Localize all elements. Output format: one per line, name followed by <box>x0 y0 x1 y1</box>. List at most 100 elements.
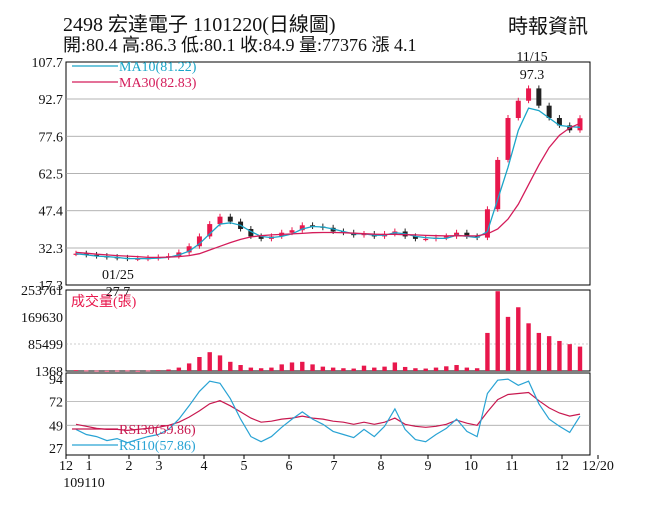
volume-bar <box>330 367 336 371</box>
x-tick-label: 12/20 <box>582 459 614 474</box>
candle-body <box>536 88 542 106</box>
volume-bar <box>372 367 377 371</box>
candle-body <box>186 246 192 253</box>
candle-body <box>577 118 583 131</box>
rsi-tick-label: 49 <box>49 419 63 434</box>
candle-body <box>495 159 501 210</box>
volume-bar <box>258 368 264 371</box>
rsi-tick-label: 27 <box>49 442 63 457</box>
volume-bar <box>526 323 531 371</box>
x-tick-label: 1 <box>86 459 93 474</box>
high-date-label: 11/15 <box>516 50 547 65</box>
high-value-label: 97.3 <box>520 68 545 83</box>
quote-summary: 開:80.4 高:86.3 低:80.1 收:84.9 量:77376 漲 4.… <box>63 35 417 55</box>
candle-body <box>484 209 490 238</box>
volume-bar <box>495 291 500 371</box>
candle-body <box>443 236 449 238</box>
volume-bar <box>310 364 315 371</box>
low-date-label: 01/25 <box>102 268 134 283</box>
rsi-tick-label: 94 <box>49 373 63 388</box>
volume-bar <box>320 366 326 371</box>
volume-bar <box>361 365 367 371</box>
price-panel: 107.7 92.7 77.6 62.5 47.4 32.3 17.3 MA10(81.22)… <box>32 50 590 300</box>
ma10-line <box>75 107 581 260</box>
ma30-line <box>75 122 581 259</box>
price-tick-label: 107.7 <box>32 56 64 71</box>
volume-bar <box>176 367 182 371</box>
volume-bar <box>516 307 521 371</box>
volume-bar <box>217 355 223 371</box>
ma30-legend-label: MA30(82.83) <box>119 76 197 91</box>
candle-body <box>248 229 254 237</box>
volume-bar <box>135 370 140 372</box>
volume-bar <box>423 368 428 371</box>
x-tick-label: 6 <box>286 459 293 474</box>
x-tick-label: 9 <box>425 459 432 474</box>
data-source: 時報資訊 <box>508 16 588 38</box>
volume-bar <box>125 370 130 372</box>
low-value-label: 27.7 <box>106 285 131 300</box>
volume-bar <box>94 370 99 372</box>
x-tick-label: 10 <box>464 459 478 474</box>
price-tick-label: 77.6 <box>39 130 64 145</box>
volume-bar <box>269 367 274 371</box>
volume-tick-label: 169630 <box>21 311 63 326</box>
candle-body <box>289 230 295 233</box>
volume-bar <box>464 367 470 371</box>
rsi10-legend-label: RSI10(57.86) <box>119 439 196 454</box>
candle-body <box>546 105 552 118</box>
volume-bar <box>444 366 449 371</box>
volume-bar <box>156 370 161 371</box>
volume-bar <box>238 365 243 371</box>
volume-bar <box>166 369 171 371</box>
x-tick-label: 5 <box>241 459 248 474</box>
x-tick-label: 3 <box>156 459 163 474</box>
candle-body <box>258 236 264 239</box>
ma10-legend-label: MA10(81.22) <box>119 60 197 75</box>
volume-tick-label: 85499 <box>28 338 63 353</box>
x-tick-label: 11 <box>505 459 518 474</box>
price-tick-label: 32.3 <box>39 242 64 257</box>
volume-bar <box>186 363 192 371</box>
volume-tick-label: 1368 <box>35 365 63 380</box>
candle-body <box>196 236 202 247</box>
volume-bar <box>104 370 110 372</box>
volume-bar <box>402 366 408 371</box>
volume-bar <box>567 344 572 371</box>
price-tick-label: 17.3 <box>39 279 64 294</box>
volume-bar <box>382 366 387 371</box>
price-tick-label: 62.5 <box>39 168 64 183</box>
volume-bar <box>248 367 254 371</box>
chart-title: 2498 宏達電子 1101220(日線圖) <box>63 14 336 36</box>
volume-bar <box>505 316 511 371</box>
candle-body <box>217 216 223 225</box>
volume-bar <box>300 361 305 371</box>
volume-bar <box>228 361 233 371</box>
x-tick-label: 2 <box>126 459 133 474</box>
volume-label: 成交量(張) <box>71 293 137 310</box>
volume-frame <box>65 289 591 372</box>
volume-bar <box>279 364 284 371</box>
x-tick-label: 12 <box>59 459 73 474</box>
volume-bar <box>197 356 202 371</box>
rsi10-line <box>75 378 581 444</box>
rsi30-line <box>75 391 581 432</box>
volume-bar <box>485 332 490 371</box>
volume-bar <box>289 362 295 371</box>
volume-bar <box>145 370 151 372</box>
x-tick-label: 4 <box>201 459 208 474</box>
candle-body <box>556 117 562 126</box>
candle-body <box>515 100 521 118</box>
volume-bar <box>557 340 562 371</box>
volume-tick-label: 253761 <box>21 284 63 299</box>
candle-body <box>526 88 532 101</box>
volume-bar <box>546 336 552 371</box>
volume-bar <box>454 365 459 371</box>
rsi30-legend-label: RSI30(59.86) <box>119 423 196 438</box>
volume-bar <box>84 370 89 372</box>
x-tick-label: 8 <box>378 459 385 474</box>
x-year-label: 109110 <box>63 476 104 491</box>
price-tick-label: 92.7 <box>39 93 64 108</box>
price-tick-label: 47.4 <box>39 205 64 220</box>
